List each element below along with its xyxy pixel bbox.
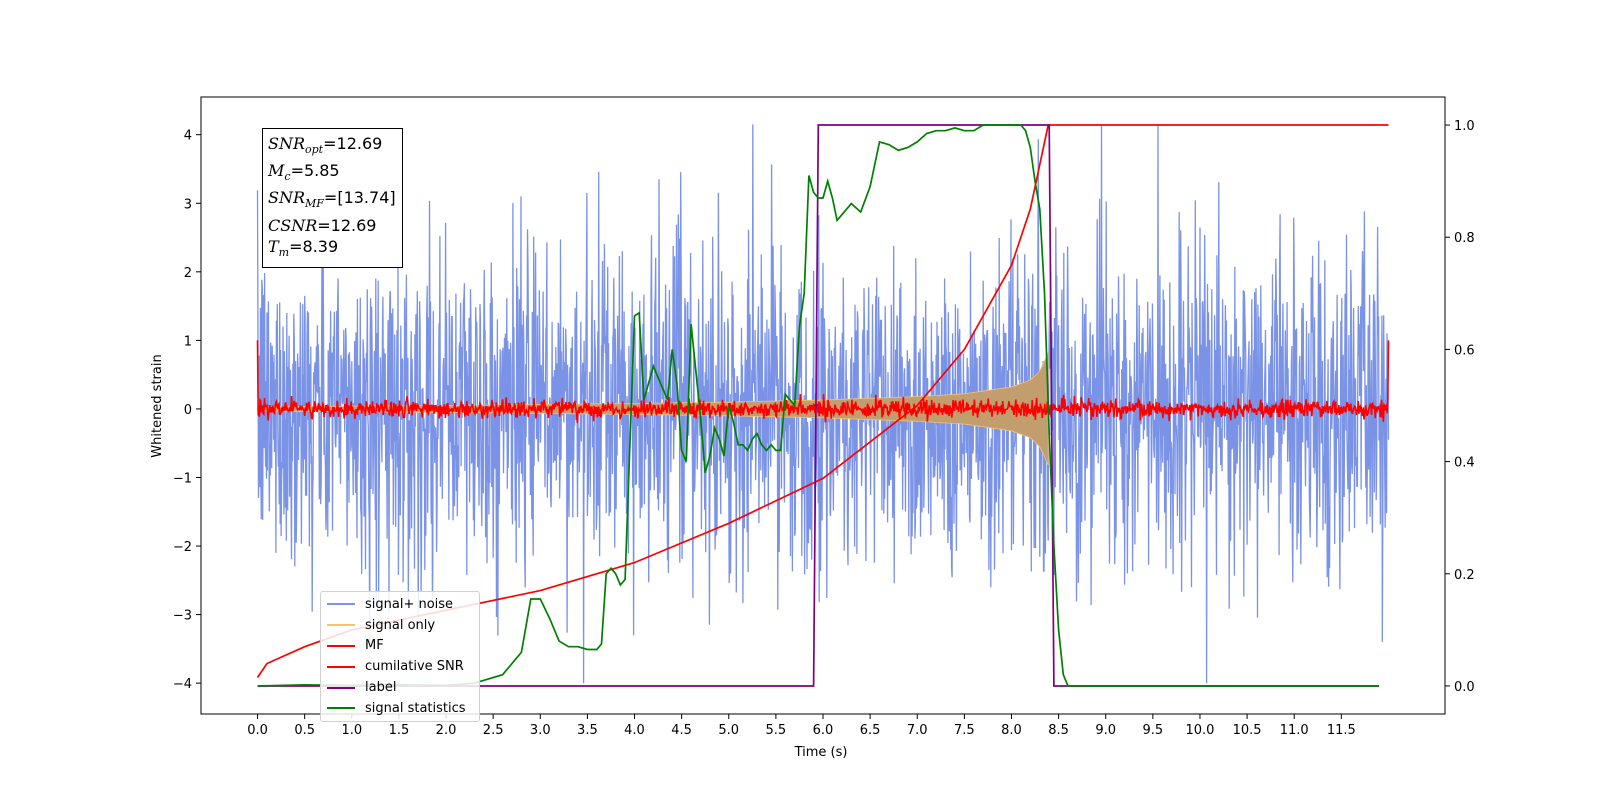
legend-swatch — [327, 665, 355, 668]
legend-swatch — [327, 707, 355, 710]
x-tick-label: 9.5 — [1143, 723, 1164, 738]
x-tick-label: 6.0 — [813, 723, 834, 738]
x-tick-label: 8.0 — [1001, 723, 1022, 738]
metrics-annotation-box: SNRopt=12.69 Mc=5.85 SNRMF=[13.74] CSNR=… — [262, 128, 403, 268]
legend-entry-signal-only: signal only — [321, 615, 479, 636]
y-left-tick-label: −3 — [173, 609, 192, 624]
snr-opt-annotation: SNRopt=12.69 — [268, 134, 383, 157]
y-right-tick-label: 0.0 — [1454, 680, 1475, 695]
series-line-signal-statistics — [257, 124, 1379, 687]
signal-plus-noise-line — [256, 124, 1390, 684]
csnr-annotation: CSNR=12.69 — [268, 215, 377, 235]
y-left-tick-label: −4 — [173, 677, 192, 692]
legend-label: signal+ noise — [365, 596, 454, 612]
x-tick-label: 4.0 — [624, 723, 645, 738]
tm-annotation: Tm=8.39 — [268, 236, 339, 259]
x-tick-label: 10.5 — [1233, 723, 1262, 738]
x-tick-label: 2.0 — [436, 723, 457, 738]
legend-entry-label: label — [321, 677, 479, 698]
y-axis-left: 4 3 2 1 0 −1 −2 −3 −4 — [173, 129, 201, 692]
x-tick-label: 4.5 — [671, 723, 692, 738]
x-axis: 0.0 0.5 1.0 1.5 2.0 2.5 3.0 3.5 4.0 4.5 5.0 5.5 6.0 6… — [247, 714, 1356, 738]
y-right-tick-label: 0.8 — [1454, 231, 1475, 246]
x-axis-label: Time (s) — [794, 745, 848, 760]
mf-series — [256, 340, 1390, 424]
legend-entry-cumulative-snr: cumilative SNR — [321, 656, 479, 677]
x-tick-label: 11.5 — [1327, 723, 1356, 738]
legend-label: signal only — [365, 617, 436, 633]
legend-label: cumilative SNR — [365, 659, 464, 675]
x-tick-label: 8.5 — [1048, 723, 1069, 738]
y-right-tick-label: 0.6 — [1454, 343, 1475, 358]
legend-label: label — [365, 680, 397, 696]
x-tick-label: 3.0 — [530, 723, 551, 738]
x-tick-label: 3.5 — [577, 723, 598, 738]
y-left-tick-label: 4 — [184, 129, 192, 144]
y-right-tick-label: 0.2 — [1454, 568, 1475, 583]
y-right-tick-label: 1.0 — [1454, 119, 1475, 134]
y-left-tick-label: −2 — [173, 540, 192, 555]
x-tick-label: 11.0 — [1280, 723, 1309, 738]
x-tick-label: 1.5 — [389, 723, 410, 738]
x-tick-label: 6.5 — [860, 723, 881, 738]
legend-entry-mf: MF — [321, 636, 479, 657]
legend-swatch — [327, 644, 355, 647]
legend-label: signal statistics — [365, 700, 466, 716]
y-axis-label: Whitened strain — [150, 354, 165, 457]
y-left-tick-label: 0 — [184, 403, 192, 418]
chart-legend: signal+ noise signal only MF cumilative … — [320, 591, 480, 722]
legend-entry-signal-statistics: signal statistics — [321, 698, 479, 719]
legend-swatch — [327, 686, 355, 689]
x-tick-label: 0.5 — [294, 723, 315, 738]
x-tick-label: 5.0 — [718, 723, 739, 738]
signal-plus-noise-series — [256, 124, 1390, 684]
snr-mf-annotation: SNRMF=[13.74] — [268, 188, 396, 211]
y-left-tick-label: 3 — [184, 197, 192, 212]
y-left-tick-label: 2 — [184, 266, 192, 281]
x-tick-label: 2.5 — [483, 723, 504, 738]
y-axis-right: 1.0 0.8 0.6 0.4 0.2 0.0 — [1445, 119, 1475, 695]
x-tick-label: 7.5 — [954, 723, 975, 738]
x-tick-label: 9.0 — [1095, 723, 1116, 738]
x-tick-label: 1.0 — [341, 723, 362, 738]
mc-annotation: Mc=5.85 — [268, 161, 340, 184]
x-tick-label: 0.0 — [247, 723, 268, 738]
legend-label: MF — [365, 638, 384, 654]
legend-swatch — [327, 603, 355, 606]
x-tick-label: 7.0 — [907, 723, 928, 738]
x-tick-label: 10.0 — [1185, 723, 1214, 738]
mf-line — [256, 340, 1390, 424]
legend-swatch — [327, 624, 355, 627]
x-tick-label: 5.5 — [766, 723, 787, 738]
legend-entry-signal-noise: signal+ noise — [321, 594, 479, 615]
y-left-tick-label: −1 — [173, 471, 192, 486]
y-left-tick-label: 1 — [184, 334, 192, 349]
y-right-tick-label: 0.4 — [1454, 456, 1475, 471]
